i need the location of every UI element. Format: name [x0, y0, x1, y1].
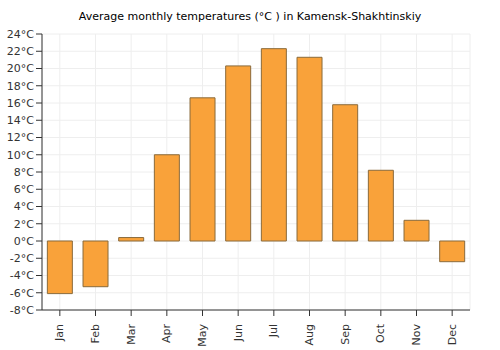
svg-text:8°C: 8°C: [14, 166, 34, 179]
svg-text:20°C: 20°C: [8, 62, 34, 75]
svg-text:10°C: 10°C: [8, 149, 34, 162]
svg-text:6°C: 6°C: [14, 183, 34, 196]
svg-text:Dec: Dec: [446, 324, 459, 345]
svg-text:12°C: 12°C: [8, 131, 34, 144]
svg-text:Apr: Apr: [160, 324, 173, 344]
svg-text:Jun: Jun: [232, 324, 245, 342]
svg-text:Jul: Jul: [267, 324, 280, 338]
svg-text:Nov: Nov: [410, 324, 423, 346]
svg-text:-8°C: -8°C: [10, 304, 34, 317]
svg-text:May: May: [196, 324, 209, 347]
svg-text:-6°C: -6°C: [10, 287, 34, 300]
svg-text:4°C: 4°C: [14, 200, 34, 213]
svg-text:14°C: 14°C: [8, 114, 34, 127]
svg-text:0°C: 0°C: [14, 235, 34, 248]
svg-text:Mar: Mar: [125, 324, 138, 345]
svg-text:-2°C: -2°C: [10, 252, 34, 265]
svg-text:2°C: 2°C: [14, 218, 34, 231]
svg-text:16°C: 16°C: [8, 97, 34, 110]
svg-text:18°C: 18°C: [8, 80, 34, 93]
svg-text:-4°C: -4°C: [10, 269, 34, 282]
svg-text:22°C: 22°C: [8, 45, 34, 58]
svg-text:Jan: Jan: [53, 324, 66, 342]
svg-text:24°C: 24°C: [8, 28, 34, 41]
svg-text:Feb: Feb: [89, 324, 102, 343]
svg-text:Aug: Aug: [303, 324, 316, 345]
svg-text:Oct: Oct: [374, 323, 387, 343]
svg-text:Sep: Sep: [339, 324, 352, 345]
html-text:Average monthly temperatures (: Average monthly temperatures (°C ) in Ka…: [78, 10, 422, 23]
